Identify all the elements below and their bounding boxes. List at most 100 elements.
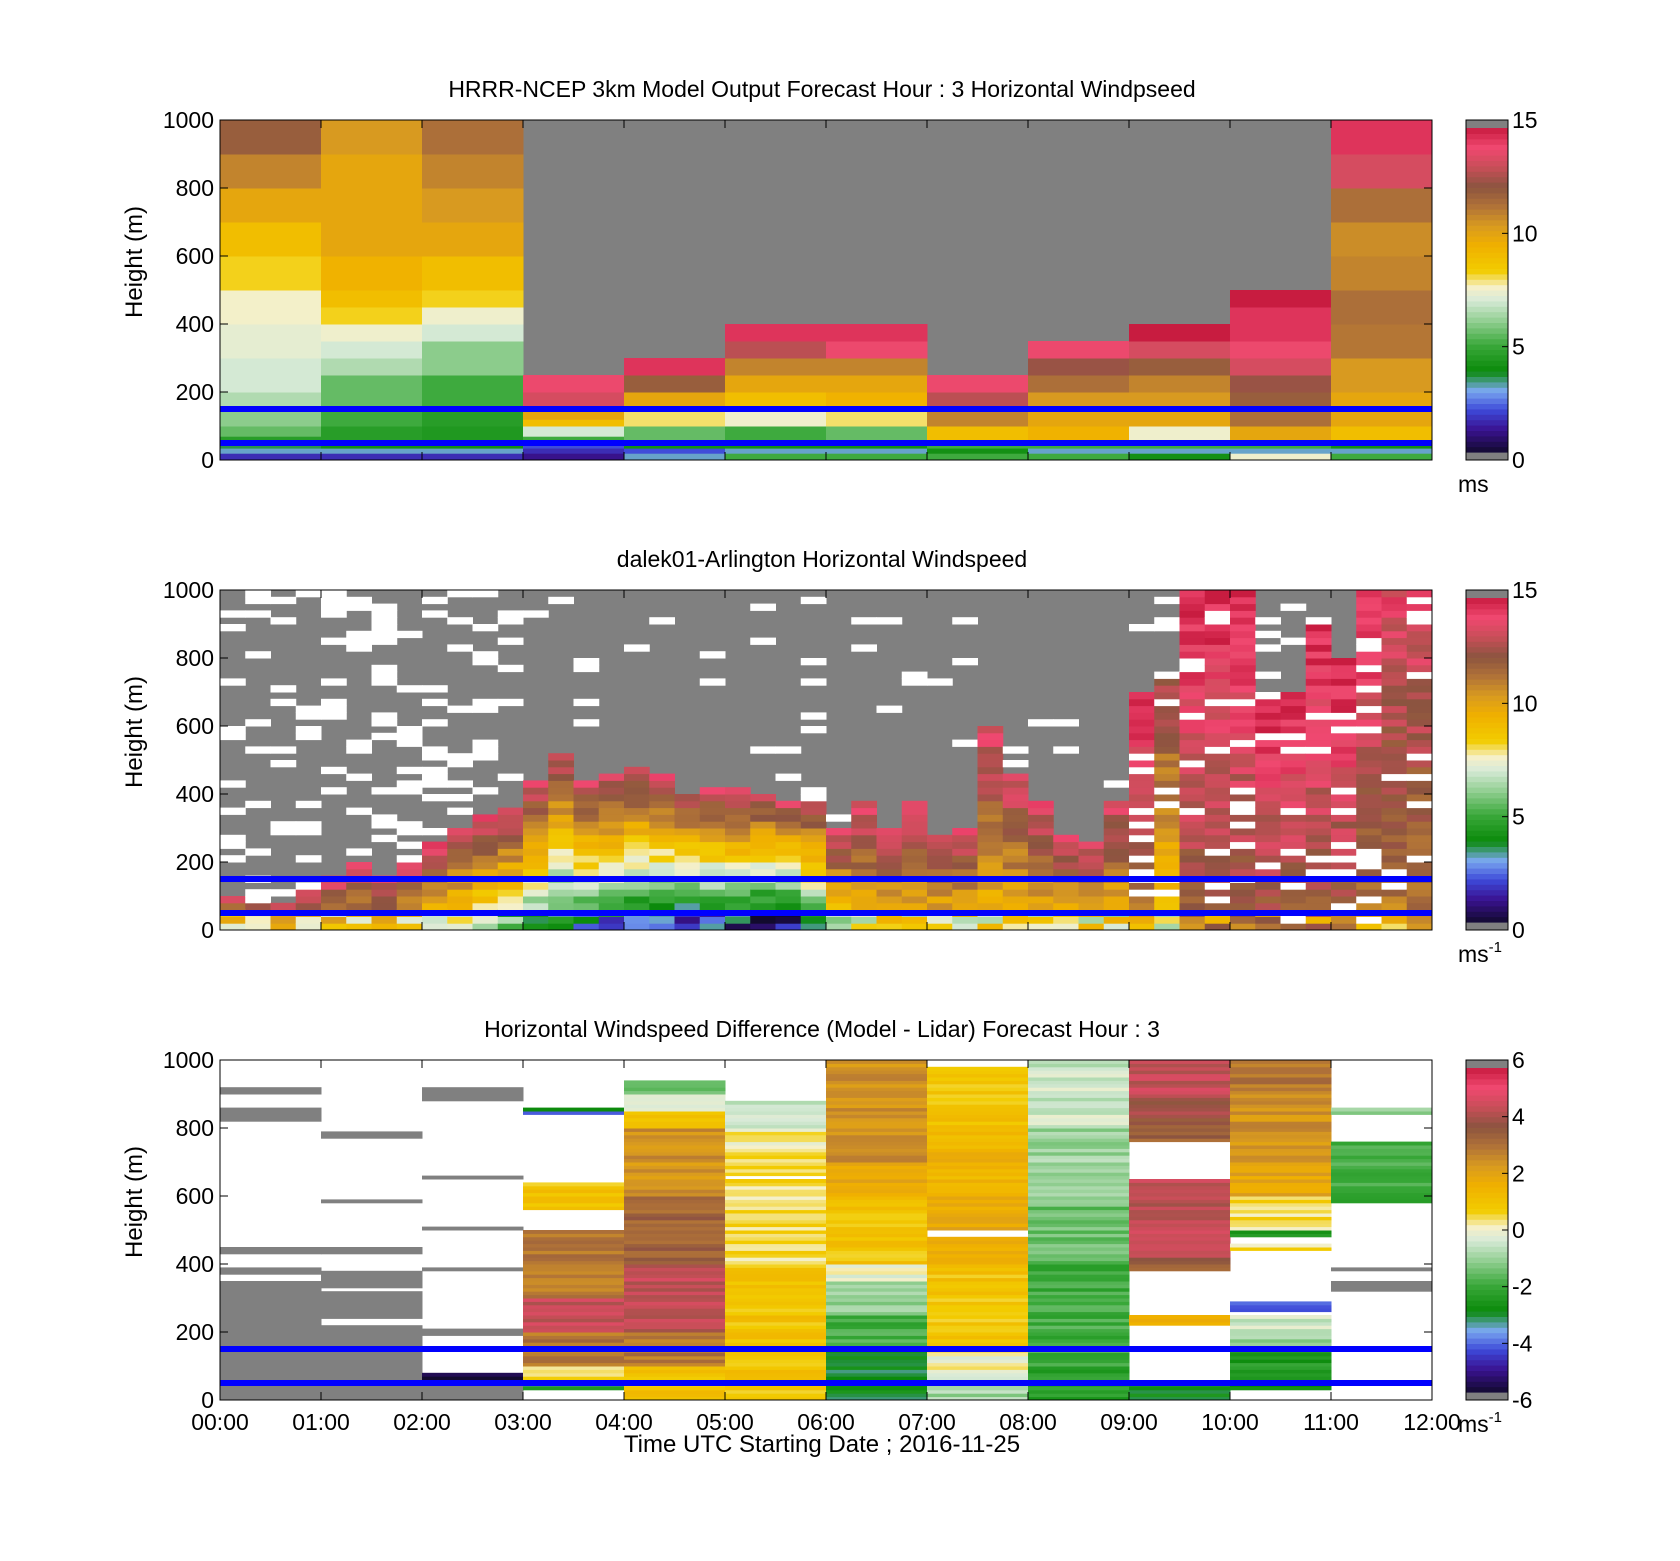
heatmap-cell [1154,753,1180,761]
heatmap-cell [1154,848,1180,856]
heatmap-cell [1179,787,1206,795]
heatmap-cell [1305,746,1332,754]
heatmap-cell [1204,889,1231,897]
heatmap-cell [1028,1202,1130,1207]
heatmap-cell [573,896,600,904]
x-tick-label: 04:00 [595,1409,653,1435]
colorbar-segment [1466,841,1508,847]
heatmap-cell [1179,726,1206,734]
heatmap-cell [1129,1267,1231,1272]
colorbar-segment [1466,646,1508,653]
colorbar-segment [1466,1230,1508,1236]
missing-data [220,1087,322,1095]
heatmap-cell [396,630,423,639]
heatmap-cell [548,814,574,822]
heatmap-cell [1028,1277,1130,1282]
colorbar-tick-label: 5 [1512,804,1525,830]
heatmap-cell [1381,766,1408,775]
heatmap-cell [1028,889,1054,897]
heatmap-cell [1381,685,1408,693]
heatmap-cell [1356,705,1382,713]
heatmap-cell [371,834,398,843]
heatmap-cell [1230,1111,1332,1115]
heatmap-cell [1002,916,1029,924]
heatmap-cell [624,800,650,809]
heatmap-cell [1305,800,1332,809]
heatmap-cell [826,1121,928,1126]
heatmap-cell [1028,1287,1130,1292]
heatmap-cell [826,1158,928,1163]
heatmap-cell [371,916,398,924]
heatmap-cell [1406,590,1433,598]
heatmap-cell [523,1342,625,1347]
heatmap-cell [1179,834,1206,843]
heatmap-cell [1204,746,1231,754]
heatmap-cell [1002,780,1029,788]
heatmap-cell [1002,882,1029,890]
heatmap-cell [573,780,600,788]
heatmap-cell [422,902,448,911]
heatmap-cell [624,1328,726,1333]
colorbar-segment [1466,1365,1508,1371]
colorbar-segment [1466,1208,1508,1215]
heatmap-cell [624,1243,726,1248]
heatmap-cell [674,848,701,856]
heatmap-cell [1129,1087,1231,1092]
colorbar-segment [1466,209,1508,215]
heatmap-cell [927,448,1029,454]
heatmap-cell [523,1298,625,1302]
heatmap-cell [826,1124,928,1129]
colorbar-tick-label: 6 [1512,1047,1525,1073]
colorbar-segment [1466,770,1508,777]
heatmap-cell [977,726,1004,734]
heatmap-cell [927,1294,1029,1299]
colorbar-segment [1466,1186,1508,1193]
colorbar-segment [1466,1359,1508,1366]
heatmap-cell [649,882,675,890]
heatmap-cell [1331,1165,1433,1170]
heatmap-cell [321,426,423,444]
heatmap-cell [1230,453,1332,461]
heatmap-cell [1230,726,1256,734]
heatmap-cell [396,862,423,870]
colorbar-segment [1466,155,1508,161]
heatmap-cell [1078,923,1105,931]
colorbar-segment [1466,1165,1508,1172]
heatmap-cell [624,1202,726,1207]
heatmap-cell [826,448,928,454]
colorbar-segment [1466,419,1508,426]
heatmap-cell [927,1274,1029,1279]
heatmap-cell [624,1121,726,1126]
heatmap-cell [1230,1114,1332,1119]
heatmap-cell [1129,780,1155,788]
heatmap-cell [422,610,448,618]
colorbar-segment [1466,630,1508,637]
heatmap-cell [1179,902,1206,911]
heatmap-cell [1280,855,1307,863]
heatmap-cell [472,848,499,856]
heatmap-cell [1230,1175,1332,1180]
heatmap-cell [1280,773,1307,781]
heatmap-cell [1129,1124,1231,1129]
heatmap-cell [826,1257,928,1262]
heatmap-cell [624,1362,726,1367]
heatmap-cell [699,821,726,829]
heatmap-cell [1028,409,1130,427]
heatmap-cell [876,617,903,625]
heatmap-cell [826,1359,928,1364]
heatmap-cell [775,882,802,890]
heatmap-cell [725,1260,827,1265]
heatmap-cell [927,1185,1029,1190]
heatmap-cell [1129,855,1155,863]
heatmap-cell [295,590,322,598]
heatmap-cell [927,916,953,924]
heatmap-cell [497,821,524,829]
colorbar-segment [1466,1294,1508,1301]
heatmap-cell [396,821,423,829]
heatmap-cell [1179,862,1206,870]
heatmap-cell [1028,1087,1130,1092]
heatmap-cell [826,1294,928,1299]
heatmap-cell [1230,1321,1332,1326]
heatmap-cell [1230,1196,1332,1200]
